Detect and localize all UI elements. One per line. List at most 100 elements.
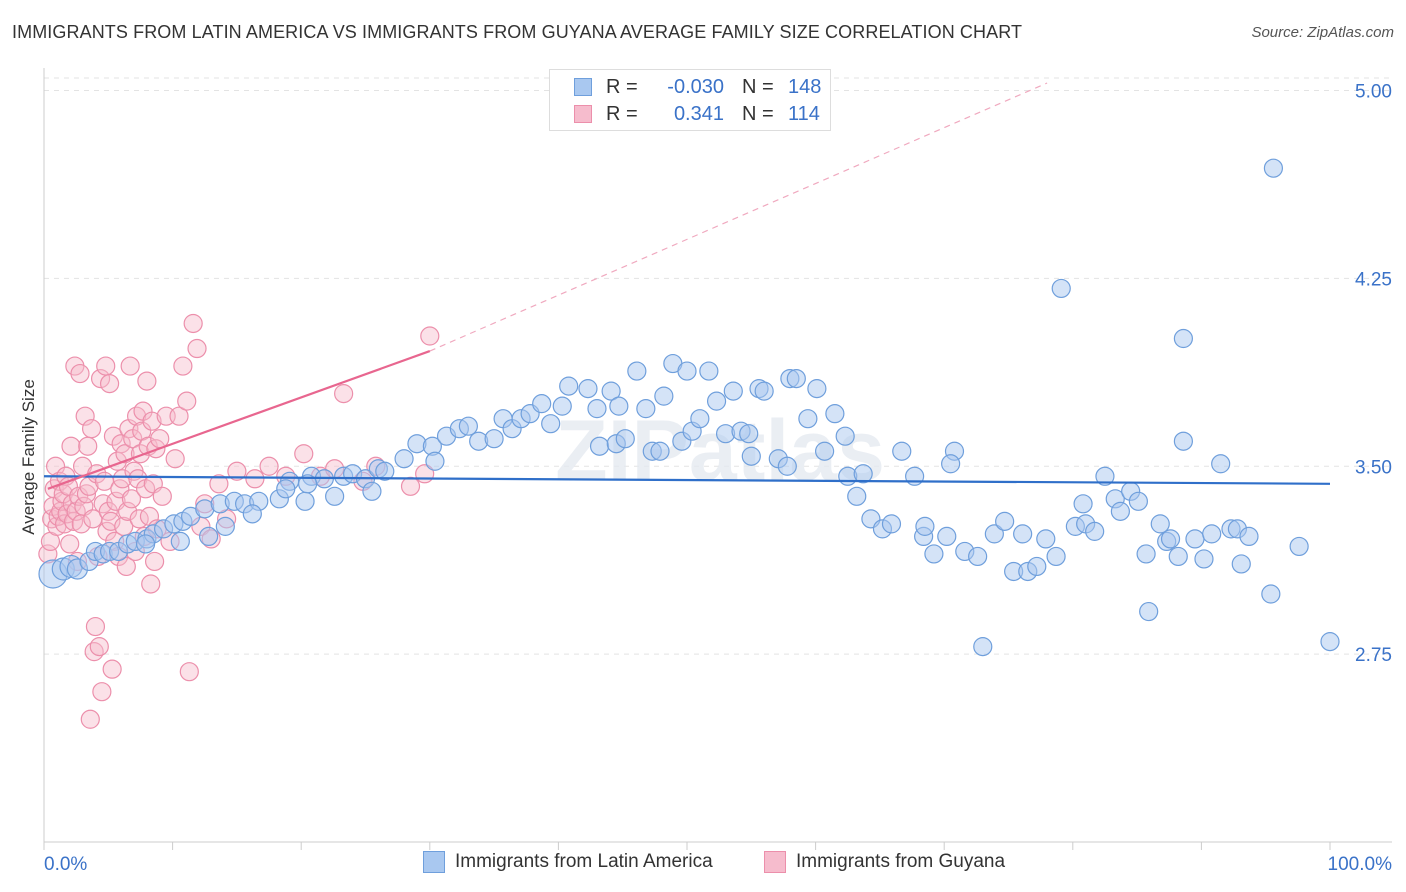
data-point-guyana — [126, 406, 147, 426]
data-point-latin-america — [1173, 431, 1193, 451]
legend-n-label: N = — [742, 102, 774, 125]
legend-r-value: 0.341 — [673, 102, 724, 125]
data-point-guyana — [334, 384, 354, 404]
data-point-latin-america — [587, 399, 607, 419]
data-point-latin-america — [1139, 601, 1159, 622]
data-point-guyana — [227, 461, 247, 481]
data-point-latin-america — [1194, 549, 1214, 569]
data-point-guyana — [137, 371, 157, 391]
data-point-latin-america — [1013, 524, 1033, 544]
data-point-guyana — [81, 419, 102, 439]
data-point-latin-america — [636, 399, 656, 419]
data-point-latin-america — [677, 361, 697, 381]
data-point-guyana — [92, 682, 112, 702]
data-point-guyana — [187, 338, 207, 359]
data-point-guyana — [121, 489, 142, 509]
data-point-guyana — [144, 551, 165, 572]
y-tick-label: 3.50 — [1355, 457, 1392, 478]
data-point-latin-america — [601, 381, 621, 401]
chart-title: IMMIGRANTS FROM LATIN AMERICA VS IMMIGRA… — [12, 22, 1023, 42]
data-point-latin-america — [1085, 521, 1105, 541]
legend-r-label: R = — [606, 102, 638, 125]
data-point-latin-america — [375, 461, 395, 481]
data-point-guyana — [420, 326, 440, 346]
data-point-guyana — [179, 662, 199, 682]
data-point-guyana — [152, 486, 172, 506]
trend-line-guyana-extension — [429, 82, 1048, 352]
legend-swatch-blue — [574, 78, 592, 96]
legend-row-latin-america: R = -0.030 N = 148 — [574, 75, 821, 99]
data-point-latin-america — [559, 376, 579, 396]
data-point-latin-america — [699, 361, 719, 381]
data-point-latin-america — [973, 637, 993, 657]
data-point-guyana — [294, 444, 314, 464]
data-point-latin-america — [1095, 466, 1115, 486]
series-latin-america-points — [38, 158, 1340, 657]
data-point-guyana — [78, 436, 98, 456]
data-point-latin-america — [458, 416, 478, 436]
data-point-latin-america — [650, 441, 670, 461]
trend-line-latin-america — [43, 475, 1331, 485]
data-point-latin-america — [1046, 546, 1066, 567]
data-point-latin-america — [798, 409, 818, 429]
legend-item-guyana: Immigrants from Guyana — [764, 851, 1005, 873]
data-point-latin-america — [242, 504, 262, 524]
data-point-latin-america — [835, 426, 855, 446]
data-point-guyana — [209, 474, 229, 494]
data-point-guyana — [111, 434, 131, 454]
data-point-latin-america — [723, 381, 743, 401]
data-point-guyana — [400, 476, 421, 496]
data-point-latin-america — [627, 361, 647, 381]
y-tick-label: 5.00 — [1355, 82, 1392, 103]
data-point-guyana — [130, 444, 151, 464]
data-point-latin-america — [815, 441, 835, 461]
legend-n-label: N = — [742, 75, 774, 98]
x-tick-label: 100.0% — [1328, 854, 1393, 875]
data-point-guyana — [70, 363, 90, 384]
data-point-guyana — [165, 449, 185, 469]
data-point-latin-america — [807, 379, 827, 399]
legend-n-value: 148 — [788, 75, 822, 98]
y-axis-label: Average Family Size — [19, 379, 38, 535]
data-point-guyana — [112, 469, 133, 489]
data-point-latin-america — [1211, 454, 1231, 474]
data-point-latin-america — [394, 449, 414, 469]
y-tick-label: 2.75 — [1355, 645, 1392, 666]
data-point-guyana — [101, 511, 121, 531]
correlation-legend: R = -0.030 N = 148 R = 0.341 N = 114 — [549, 69, 831, 131]
data-point-latin-america — [654, 386, 674, 406]
data-point-latin-america — [276, 479, 296, 499]
data-point-latin-america — [1110, 501, 1130, 521]
data-point-latin-america — [589, 436, 610, 456]
data-point-latin-america — [215, 516, 235, 536]
data-point-latin-america — [847, 486, 867, 506]
series-legend: Immigrants from Latin America Immigrants… — [0, 851, 1406, 877]
data-point-latin-america — [706, 391, 727, 411]
data-point-latin-america — [1160, 529, 1181, 549]
data-point-guyana — [142, 411, 162, 431]
grid-lines — [44, 77, 1392, 655]
data-point-latin-america — [739, 424, 759, 444]
data-point-guyana — [75, 406, 95, 426]
data-point-latin-america — [135, 534, 156, 554]
data-point-latin-america — [552, 396, 572, 416]
data-point-latin-america — [1136, 544, 1156, 564]
legend-swatch-pink — [764, 851, 786, 873]
data-point-guyana — [89, 637, 109, 657]
data-point-latin-america — [1051, 278, 1071, 299]
data-point-latin-america — [1185, 529, 1205, 549]
tick-labels: 2.75 3.50 4.25 5.00 0.0% 100.0% — [44, 82, 1392, 875]
legend-item-latin-america: Immigrants from Latin America — [423, 851, 713, 873]
data-point-latin-america — [541, 414, 561, 434]
axes — [43, 68, 1392, 850]
data-point-latin-america — [777, 456, 797, 476]
data-point-latin-america — [741, 446, 761, 466]
data-point-latin-america — [199, 526, 219, 547]
data-point-latin-america — [905, 466, 925, 486]
data-point-guyana — [76, 484, 97, 504]
data-point-guyana — [90, 368, 111, 389]
data-point-guyana — [103, 426, 124, 446]
legend-r-label: R = — [606, 75, 638, 98]
data-point-guyana — [61, 436, 81, 456]
